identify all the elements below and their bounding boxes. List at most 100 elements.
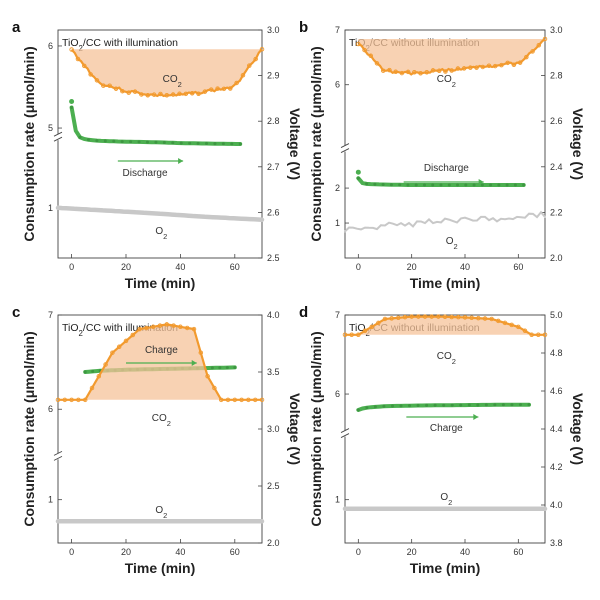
voltage-point (389, 183, 393, 187)
co2-point (449, 68, 454, 73)
voltage-point (527, 403, 531, 407)
x-tick-label: 60 (230, 547, 240, 557)
y-right-tick-label: 2.2 (550, 207, 563, 217)
x-tick-label: 60 (513, 547, 523, 557)
process-annotation: Discharge (123, 168, 168, 179)
voltage-point (476, 403, 480, 407)
panel-label: a (12, 19, 21, 36)
voltage-point (373, 405, 377, 409)
process-arrow-head (191, 360, 197, 366)
co2-point (196, 91, 201, 97)
co2-point (416, 314, 421, 319)
voltage-point (238, 142, 242, 146)
co2-point (82, 397, 88, 403)
y-right-tick-label: 4.6 (550, 386, 563, 396)
process-arrow-head (478, 179, 484, 185)
co2-series-line (58, 323, 262, 401)
co2-point (489, 316, 494, 322)
x-tick-label: 0 (69, 262, 74, 272)
voltage-point (179, 141, 183, 145)
co2-point (380, 68, 386, 73)
y-left-tick-label: 2 (335, 183, 340, 193)
process-arrow-head (178, 158, 184, 164)
co2-point (198, 350, 204, 355)
co2-point (369, 324, 374, 330)
o2-annotation: O2 (440, 492, 452, 507)
co2-point (356, 332, 361, 338)
y-right-tick-label: 3.0 (267, 424, 280, 434)
co2-point (212, 385, 217, 391)
axis-break-mark (53, 450, 63, 456)
co2-point (139, 92, 144, 97)
co2-point (412, 70, 417, 75)
y-right-tick-label: 3.0 (550, 25, 563, 35)
plot-frame (57, 29, 263, 259)
co2-point (468, 65, 473, 70)
co2-point (536, 332, 541, 338)
voltage-series-line (69, 105, 243, 146)
co2-point (158, 91, 163, 97)
co2-point (96, 374, 102, 379)
voltage-point (83, 370, 87, 374)
voltage-point (129, 140, 133, 144)
co2-annotation: CO2 (437, 351, 456, 366)
co2-point (202, 89, 208, 94)
co2-point (126, 90, 131, 95)
co2-point (130, 332, 136, 338)
co2-point (424, 70, 430, 75)
co2-point (405, 69, 411, 75)
y-right-tick-label: 5.0 (550, 310, 563, 320)
panel-b: bTiO2/CC without illumination0204060Time… (299, 19, 586, 291)
y-right-tick-label: 2.0 (267, 538, 280, 548)
voltage-point (414, 183, 418, 187)
co2-point (89, 385, 95, 391)
co2-point (449, 314, 454, 320)
co2-point (429, 314, 434, 319)
co2-point (183, 91, 189, 97)
co2-point (191, 326, 197, 332)
y-right-axis-label: Voltage (V) (287, 108, 303, 180)
y-left-tick-label: 5 (48, 123, 53, 133)
co2-point (247, 63, 252, 68)
voltage-point (450, 403, 454, 407)
co2-point (164, 322, 170, 327)
y-left-tick-label: 1 (48, 203, 53, 213)
co2-point (82, 63, 87, 69)
axis-break-mark (53, 136, 63, 142)
y-right-tick-label: 2.5 (267, 481, 280, 491)
co2-point (349, 332, 354, 338)
o2-series-line (344, 210, 546, 233)
axis-break-mark (53, 131, 63, 137)
o2-annotation: O2 (155, 505, 167, 520)
x-tick-label: 40 (175, 547, 185, 557)
co2-point (436, 314, 441, 319)
co2-point (486, 63, 492, 69)
process-annotation: Charge (145, 345, 178, 356)
axis-break-gap (342, 145, 349, 152)
co2-point (107, 83, 112, 89)
co2-point (101, 83, 106, 88)
co2-point (502, 320, 508, 326)
y-left-tick-label: 6 (335, 389, 340, 399)
co2-series-line (357, 38, 546, 76)
co2-point (517, 60, 523, 65)
co2-point (536, 43, 542, 48)
co2-point (184, 325, 190, 331)
axis-break-mark (340, 428, 350, 433)
y-right-tick-label: 2.8 (550, 71, 563, 81)
panel-label: c (12, 304, 20, 321)
voltage-point (439, 183, 443, 187)
voltage-point (103, 139, 107, 143)
voltage-point (464, 183, 468, 187)
co2-point (362, 328, 368, 334)
co2-point (469, 315, 474, 321)
y-left-tick-label: 1 (335, 495, 340, 505)
co2-point (113, 86, 119, 91)
co2-area-fill (345, 316, 545, 335)
co2-point (205, 374, 210, 379)
panel-a: a TiO2/CC with illumination 0 20 40 60 Time (m… (12, 19, 303, 291)
y-right-tick-label: 4.4 (550, 424, 563, 434)
co2-point (171, 323, 176, 328)
co2-point (76, 397, 81, 403)
